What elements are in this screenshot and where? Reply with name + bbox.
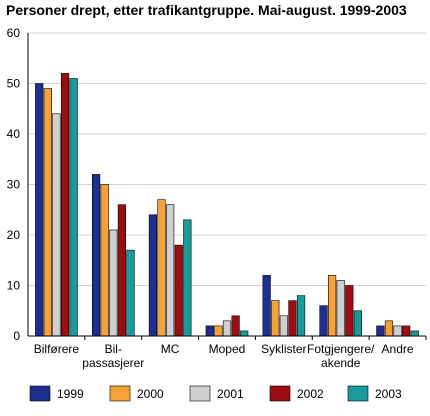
legend-label: 1999 — [57, 387, 84, 401]
bar — [91, 174, 101, 337]
bar — [402, 325, 411, 337]
legend-swatch — [189, 385, 211, 402]
legend-label: 2001 — [217, 387, 244, 401]
legend-swatch — [347, 385, 369, 402]
bar — [117, 204, 126, 337]
bar — [174, 244, 183, 337]
bar — [60, 73, 70, 337]
bar — [157, 199, 166, 337]
bar — [296, 295, 306, 337]
bar — [214, 325, 223, 337]
bar — [271, 300, 280, 337]
bar — [410, 330, 419, 337]
bar — [328, 275, 337, 337]
bar — [222, 320, 232, 337]
bar — [43, 88, 52, 337]
y-tick-label: 0 — [13, 329, 20, 343]
x-tick-label: Moped — [209, 342, 246, 356]
chart-title: Personer drept, etter trafikantgruppe. M… — [6, 2, 407, 18]
bar — [100, 184, 109, 337]
y-tick-label: 60 — [7, 26, 21, 40]
y-tick-label: 50 — [7, 77, 21, 91]
bars — [35, 73, 419, 337]
legend-label: 2002 — [297, 387, 324, 401]
bar — [336, 280, 345, 337]
bar — [109, 229, 118, 337]
x-tick-label: Syklister — [261, 342, 306, 356]
x-tick-label: Andre — [382, 342, 414, 356]
legend-label: 2003 — [375, 387, 402, 401]
x-tick-label: Fotgjengere/akende — [307, 342, 375, 370]
legend: 1999 2000 2001 2002 2003 — [29, 385, 402, 402]
bar — [262, 275, 271, 337]
legend-label: 2000 — [137, 387, 164, 401]
y-tick-label: 30 — [7, 178, 21, 192]
bar — [279, 315, 288, 337]
bar — [240, 330, 249, 337]
y-tick-label: 10 — [7, 279, 21, 293]
bar — [69, 78, 78, 337]
x-tick-label: Bilførere — [34, 342, 80, 356]
bar — [148, 214, 158, 337]
bar — [353, 310, 363, 337]
bar — [384, 320, 394, 337]
y-tick-label: 40 — [7, 127, 21, 141]
bar — [376, 325, 385, 337]
x-tick-label: Bil-passasjerer — [82, 342, 144, 370]
bar — [288, 300, 297, 337]
bar — [52, 113, 61, 337]
bar — [166, 204, 175, 337]
bar — [393, 325, 402, 337]
bar — [183, 219, 192, 337]
x-tick-label: MC — [161, 342, 180, 356]
bar — [126, 249, 135, 337]
y-tick-label: 20 — [7, 228, 21, 242]
axes: 0 10 20 30 40 50 60 Bilførere Bil-passasjerer MC M… — [7, 26, 427, 370]
bar — [319, 305, 328, 337]
bar — [345, 285, 354, 337]
bar — [231, 315, 240, 337]
legend-swatch — [29, 385, 51, 402]
bar — [205, 325, 214, 337]
bar — [35, 83, 44, 337]
gridlines — [28, 32, 426, 286]
legend-swatch — [109, 385, 131, 402]
legend-swatch — [269, 385, 291, 402]
